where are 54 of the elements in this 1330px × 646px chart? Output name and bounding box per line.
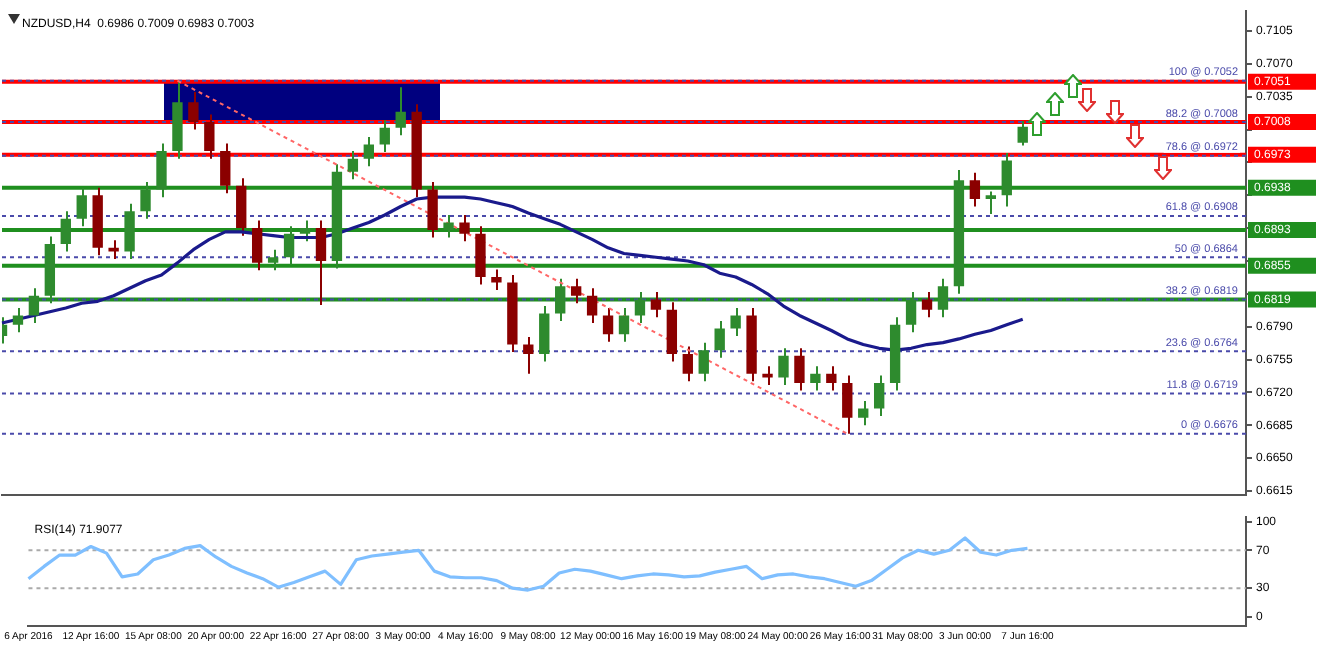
candlestick [12,306,24,334]
candlestick [283,225,295,266]
candlestick [985,190,996,216]
candlestick [491,268,502,292]
candlestick [252,219,263,272]
candlestick [427,181,438,239]
candlestick [921,290,933,319]
candlestick [347,150,359,181]
candlestick [794,347,805,392]
candlestick [124,202,135,261]
candlestick [156,142,167,199]
candlestick [842,374,853,435]
candlestick [459,213,470,243]
candlestick [236,177,247,237]
candlestick [555,277,566,323]
candlestick [539,305,550,363]
candlestick [905,290,917,334]
candlestick [315,219,327,307]
candlestick [379,119,390,154]
candlestick [714,320,725,359]
candlestick [475,225,486,286]
candlestick [523,336,534,375]
candlestick [937,277,949,319]
candlestick [810,365,821,392]
candlestick [28,287,40,324]
candlestick [618,306,630,343]
candlestick [60,210,71,253]
candlestick [858,399,869,427]
candlestick [220,142,231,195]
candlestick [586,287,598,324]
candlestick [267,248,279,272]
candlestick [826,365,837,392]
candlestick [874,374,885,417]
candlestick [76,186,87,228]
candlestick [395,86,406,137]
candlestick [299,219,311,243]
candlestick [778,347,789,386]
candlestick [969,171,981,208]
candlestick [602,306,614,343]
candlestick [730,306,741,338]
candlestick [1001,151,1012,208]
candlestick [363,136,374,168]
candlestick [188,90,199,131]
candlestick [650,290,662,319]
candlestick [204,113,215,160]
candlestick [443,213,454,239]
candlestick [108,239,119,261]
candlestick [682,345,693,383]
candlestick [634,290,646,324]
candlestick [666,301,678,363]
candlestick [570,277,582,305]
candlestick [140,181,151,220]
candlestick [1017,120,1028,147]
candlestick [698,341,709,383]
